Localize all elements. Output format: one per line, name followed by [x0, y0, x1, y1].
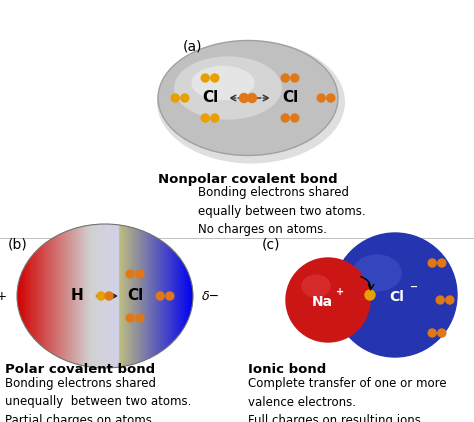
Circle shape	[239, 94, 248, 103]
Circle shape	[126, 270, 134, 278]
Text: δ−: δ−	[202, 289, 220, 303]
Circle shape	[247, 94, 256, 103]
Circle shape	[291, 74, 299, 82]
Ellipse shape	[301, 274, 331, 298]
Text: Cl: Cl	[127, 289, 143, 303]
Circle shape	[281, 114, 289, 122]
Circle shape	[291, 114, 299, 122]
Text: Nonpolar covalent bond: Nonpolar covalent bond	[158, 173, 338, 186]
Text: (c): (c)	[262, 237, 281, 251]
Text: Bonding electrons shared
unequally  between two atoms.
Partial charges on atoms.: Bonding electrons shared unequally betwe…	[5, 377, 191, 422]
Circle shape	[97, 292, 105, 300]
Ellipse shape	[174, 57, 282, 119]
Text: H: H	[71, 289, 83, 303]
Text: Cl: Cl	[282, 90, 298, 106]
Text: −: −	[410, 282, 418, 292]
Circle shape	[438, 259, 446, 267]
Text: Cl: Cl	[390, 290, 404, 304]
Ellipse shape	[158, 41, 338, 155]
Ellipse shape	[157, 41, 345, 163]
Circle shape	[181, 94, 189, 102]
Circle shape	[317, 94, 325, 102]
Circle shape	[211, 74, 219, 82]
Circle shape	[286, 258, 370, 342]
Text: +: +	[336, 287, 344, 297]
Text: Ionic bond: Ionic bond	[248, 363, 326, 376]
Circle shape	[156, 292, 164, 300]
Text: Polar covalent bond: Polar covalent bond	[5, 363, 155, 376]
Circle shape	[211, 114, 219, 122]
Circle shape	[365, 290, 375, 300]
Circle shape	[428, 329, 436, 337]
Circle shape	[105, 292, 113, 300]
Text: (a): (a)	[183, 40, 202, 54]
Ellipse shape	[352, 254, 402, 292]
Circle shape	[438, 329, 446, 337]
Ellipse shape	[191, 66, 255, 100]
Circle shape	[126, 314, 134, 322]
Circle shape	[446, 296, 454, 304]
Text: (b): (b)	[8, 237, 28, 251]
Circle shape	[136, 314, 144, 322]
Text: Cl: Cl	[202, 90, 218, 106]
Circle shape	[436, 296, 444, 304]
Circle shape	[166, 292, 174, 300]
Circle shape	[428, 259, 436, 267]
Text: Complete transfer of one or more
valence electrons.
Full charges on resulting io: Complete transfer of one or more valence…	[248, 377, 447, 422]
Circle shape	[201, 114, 209, 122]
Text: Na: Na	[311, 295, 333, 309]
Text: δ+: δ+	[0, 289, 8, 303]
Circle shape	[333, 233, 457, 357]
Circle shape	[327, 94, 335, 102]
Text: Bonding electrons shared
equally between two atoms.
No charges on atoms.: Bonding electrons shared equally between…	[198, 186, 365, 236]
Circle shape	[136, 270, 144, 278]
Circle shape	[201, 74, 209, 82]
Circle shape	[171, 94, 179, 102]
Circle shape	[281, 74, 289, 82]
